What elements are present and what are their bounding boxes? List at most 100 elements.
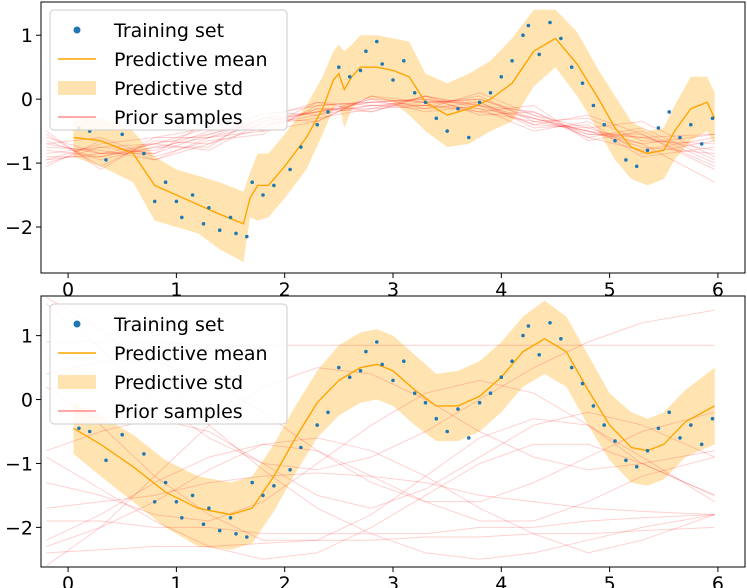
legend: Training set Predictive mean Predictive st… [49, 303, 288, 425]
training-point [228, 215, 233, 220]
training-point [347, 375, 352, 380]
training-point [537, 52, 541, 57]
training-point [467, 135, 471, 140]
training-point [510, 59, 514, 63]
training-point [667, 110, 671, 114]
training-point [412, 91, 417, 95]
legend: Training set Predictive mean Predictive st… [49, 9, 288, 131]
training-point [326, 410, 330, 415]
training-point [326, 110, 330, 114]
training-point [526, 23, 531, 28]
training-point [456, 407, 460, 411]
prior-sample-line [46, 95, 715, 155]
training-point [412, 391, 417, 396]
training-point [180, 215, 184, 220]
training-point [548, 20, 552, 25]
training-point [288, 468, 292, 472]
training-point [477, 100, 482, 105]
y-tick-label: 1 [21, 25, 33, 47]
training-point [645, 448, 650, 453]
training-point [488, 91, 493, 95]
predictive-mean-line [73, 337, 716, 516]
training-point [678, 436, 682, 440]
legend-marker-predictive-std [58, 375, 96, 389]
training-point [163, 480, 168, 485]
training-point [591, 404, 596, 408]
training-point [423, 100, 428, 105]
prior-sample-line [46, 95, 715, 171]
legend-label: Predictive std [114, 78, 243, 100]
x-tick-label: 2 [279, 279, 291, 301]
prior-sample-line [46, 367, 715, 567]
training-point [602, 122, 606, 127]
training-point [364, 49, 368, 53]
training-point [434, 416, 439, 421]
training-point [142, 151, 146, 156]
training-point [245, 535, 249, 539]
training-point [299, 445, 303, 450]
prior-sample-line [46, 472, 715, 516]
legend-marker-predictive-std [58, 81, 96, 95]
training-point [315, 122, 320, 127]
prior-sample-line [46, 101, 715, 158]
training-point [347, 75, 352, 79]
training-point [315, 423, 320, 427]
training-point [656, 126, 661, 130]
training-point [634, 464, 639, 469]
legend-label: Predictive mean [114, 343, 268, 365]
training-point [174, 500, 179, 504]
training-point [180, 516, 184, 520]
training-point [434, 116, 439, 121]
y-tick-label: −2 [5, 217, 33, 239]
training-point [174, 199, 179, 204]
training-point [613, 138, 617, 143]
training-point [402, 359, 406, 364]
prior-sample-line [46, 95, 715, 167]
training-point [634, 164, 639, 169]
training-point [445, 129, 450, 133]
legend-label: Prior samples [114, 401, 243, 423]
prior-sample-line [46, 514, 715, 535]
training-point [364, 349, 368, 354]
training-point [537, 353, 541, 357]
training-point [207, 506, 211, 511]
training-point [104, 158, 108, 162]
training-point [613, 439, 617, 443]
training-point [510, 359, 514, 364]
training-point [261, 493, 265, 498]
prior-sample-line [46, 101, 715, 167]
training-point [689, 122, 693, 127]
prior-sample-line [46, 98, 715, 155]
training-point [272, 484, 276, 488]
training-point [710, 116, 715, 121]
legend-label: Prior samples [114, 107, 243, 129]
training-point [250, 180, 254, 184]
legend-box [49, 303, 288, 425]
training-point [580, 381, 585, 386]
top-panel: 0 1 2 3 4 5 6 1 0 −1 −2 Training set Predictive mean… [5, 1, 746, 301]
x-tick-label: 5 [604, 279, 616, 301]
legend-label: Training set [113, 314, 224, 336]
training-point [358, 68, 363, 73]
training-point [488, 391, 493, 396]
training-point [77, 426, 81, 431]
training-point [142, 452, 146, 456]
legend-marker-training-set [73, 320, 81, 328]
x-tick-label: 2 [279, 573, 291, 588]
prior-sample-line [46, 526, 715, 554]
training-point [499, 375, 504, 380]
training-point [120, 132, 124, 137]
y-tick-label: 1 [21, 326, 33, 348]
training-point [667, 410, 671, 415]
training-point [402, 59, 406, 63]
y-tick-label: 0 [21, 89, 33, 111]
training-point [569, 65, 574, 69]
training-point [234, 231, 238, 236]
training-point [190, 193, 195, 197]
training-point [521, 333, 525, 338]
training-point [163, 180, 168, 184]
plot-area [46, 9, 716, 263]
training-point [699, 142, 704, 146]
training-point [548, 321, 552, 325]
